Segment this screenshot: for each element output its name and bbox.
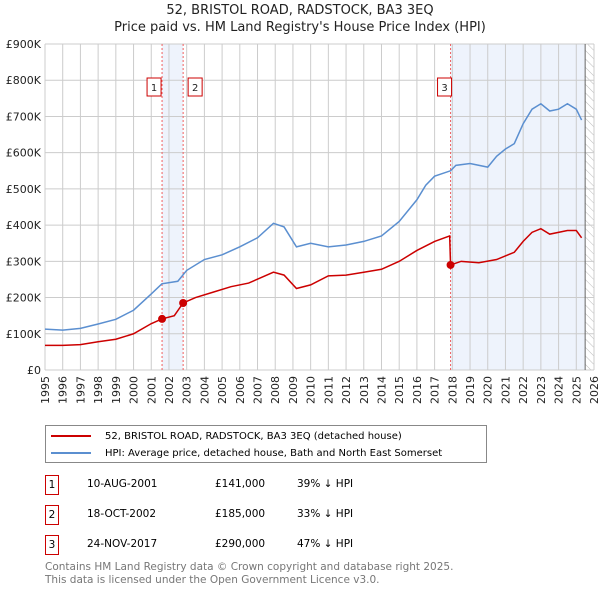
x-tick-label: 2018	[446, 376, 459, 404]
legend-swatch	[51, 435, 91, 437]
x-tick-label: 2005	[216, 376, 229, 404]
forecast-hatch	[585, 44, 594, 370]
sale-badge	[187, 77, 203, 97]
legend-label: HPI: Average price, detached house, Bath…	[105, 447, 443, 459]
x-tick-label: 2000	[128, 376, 141, 404]
x-tick-label: 2020	[482, 376, 495, 404]
sale-badge-label: 1	[151, 83, 157, 94]
chart-subtitle: Price paid vs. HM Land Registry's House …	[114, 20, 486, 35]
sale-badge: 1	[45, 475, 59, 495]
y-tick-label: £700K	[6, 110, 42, 123]
sale-row: 3 24-NOV-2017 £290,000 47% ↓ HPI	[45, 535, 495, 555]
x-tick-label: 1998	[92, 376, 105, 404]
sale-badge-label: 3	[441, 83, 447, 94]
y-tick-label: £200K	[6, 292, 42, 305]
x-tick-label: 2004	[198, 376, 211, 404]
sale-point	[179, 298, 188, 307]
series-line	[45, 227, 583, 347]
sale-badge	[146, 77, 162, 97]
sale-date: 18-OCT-2002	[87, 508, 156, 520]
x-tick-label: 2013	[358, 376, 371, 404]
x-tick-label: 2001	[145, 376, 158, 404]
x-tick-label: 2017	[429, 376, 442, 404]
sale-hpi-diff: 33% ↓ HPI	[297, 508, 354, 520]
y-tick-label: £800K	[6, 74, 42, 87]
series-line	[44, 102, 583, 331]
sale-hpi-diff: 39% ↓ HPI	[297, 478, 354, 490]
x-tick-label: 2010	[305, 376, 318, 404]
sale-hpi-diff: 47% ↓ HPI	[297, 538, 354, 550]
y-tick-label: £0	[27, 364, 41, 377]
shaded-period	[162, 44, 184, 370]
y-tick-label: £300K	[6, 255, 42, 268]
sale-row: 1 10-AUG-2001 £141,000 39% ↓ HPI	[45, 475, 495, 495]
legend-item-hpi: HPI: Average price, detached house, Bath…	[46, 445, 442, 461]
x-tick-label: 1996	[57, 376, 70, 404]
chart-title: 52, BRISTOL ROAD, RADSTOCK, BA3 3EQ	[166, 3, 434, 18]
x-tick-label: 2007	[252, 376, 265, 404]
footer: Contains HM Land Registry data © Crown c…	[45, 561, 453, 587]
x-tick-label: 2008	[269, 376, 282, 404]
sale-point	[446, 260, 455, 269]
x-tick-label: 2003	[181, 376, 194, 404]
y-tick-label: £900K	[6, 38, 42, 51]
x-tick-label: 2012	[340, 376, 353, 404]
x-tick-label: 2009	[287, 376, 300, 404]
y-tick-label: £100K	[6, 328, 42, 341]
sale-badge-label: 2	[192, 83, 198, 94]
x-tick-label: 2025	[570, 376, 583, 404]
sale-price: £141,000	[215, 478, 266, 490]
x-tick-label: 2019	[464, 376, 477, 404]
x-tick-label: 1997	[74, 376, 87, 404]
sale-price: £290,000	[215, 538, 266, 550]
x-tick-label: 2016	[411, 376, 424, 404]
legend-label: 52, BRISTOL ROAD, RADSTOCK, BA3 3EQ (det…	[105, 430, 402, 442]
y-tick-label: £400K	[6, 219, 42, 232]
footer-line: Contains HM Land Registry data © Crown c…	[45, 561, 454, 573]
sale-badge: 2	[45, 505, 59, 525]
sale-badge	[437, 77, 453, 97]
sale-row: 2 18-OCT-2002 £185,000 33% ↓ HPI	[45, 505, 495, 525]
x-tick-label: 2021	[499, 376, 512, 404]
sale-date: 10-AUG-2001	[87, 478, 158, 490]
legend-swatch	[51, 452, 91, 454]
x-tick-label: 2026	[588, 376, 600, 404]
x-tick-label: 2002	[163, 376, 176, 404]
plot-area: £0 £100K £200K £300K £400K £500K £600K £700K £80…	[6, 38, 600, 404]
legend: 52, BRISTOL ROAD, RADSTOCK, BA3 3EQ (det…	[45, 425, 487, 463]
y-tick-label: £500K	[6, 183, 42, 196]
sale-badge: 3	[45, 535, 59, 555]
sale-date: 24-NOV-2017	[87, 538, 158, 550]
x-tick-label: 2011	[322, 376, 335, 404]
x-tick-label: 2006	[234, 376, 247, 404]
x-tick-label: 2014	[375, 376, 388, 404]
x-tick-label: 2015	[393, 376, 406, 404]
y-tick-label: £600K	[6, 147, 42, 160]
x-tick-label: 2024	[553, 376, 566, 404]
x-tick-label: 1995	[39, 376, 52, 404]
shaded-period	[450, 44, 586, 370]
sale-price: £185,000	[215, 508, 266, 520]
x-tick-label: 1999	[110, 376, 123, 404]
footer-line: This data is licensed under the Open Gov…	[45, 574, 380, 586]
x-tick-label: 2023	[535, 376, 548, 404]
x-tick-label: 2022	[517, 376, 530, 404]
legend-item-property: 52, BRISTOL ROAD, RADSTOCK, BA3 3EQ (det…	[46, 428, 402, 444]
sale-point	[158, 314, 167, 323]
